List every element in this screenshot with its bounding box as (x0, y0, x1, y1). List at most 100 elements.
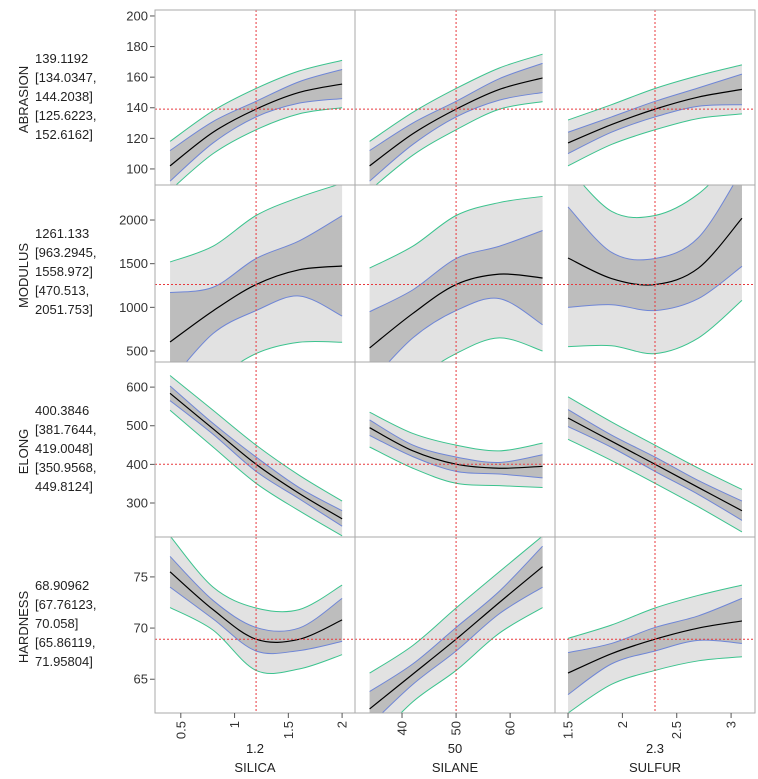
cell (355, 537, 555, 713)
cell (155, 362, 355, 537)
confidence-lower (169, 98, 343, 182)
response-current: 68.90962 (35, 578, 89, 593)
cell (555, 185, 755, 362)
y-tick-label: 1500 (119, 256, 148, 271)
x-tick-label: 60 (503, 721, 518, 735)
cell (155, 185, 355, 362)
confidence-upper (567, 73, 743, 133)
confidence-band (568, 185, 742, 311)
confidence-lower (369, 91, 543, 182)
y-tick-label: 500 (126, 418, 148, 433)
response-name: ABRASION (16, 66, 31, 133)
response-current: 1261.133 (35, 226, 89, 241)
ci-label: 1558.972] (35, 264, 93, 279)
prediction-upper (169, 185, 339, 263)
x-tick-label: 50 (449, 721, 464, 735)
prediction-lower (375, 101, 543, 185)
factor-name: SILANE (432, 760, 479, 775)
pi-label: 2051.753] (35, 302, 93, 317)
pi-label: 152.6162] (35, 127, 93, 142)
pi-label: [350.9568, (35, 460, 96, 475)
cell (355, 362, 555, 537)
cell-frame (554, 536, 756, 714)
prediction-lower (175, 107, 343, 185)
y-tick-label: 600 (126, 380, 148, 395)
y-tick-label: 120 (126, 131, 148, 146)
x-tick-label: 1.5 (281, 721, 296, 739)
prediction-upper (567, 64, 743, 121)
cell (555, 10, 755, 185)
x-tick-label: 0.5 (173, 721, 188, 739)
factor-current: 50 (448, 741, 462, 756)
cell (555, 362, 755, 537)
cell (155, 537, 355, 713)
ci-label: 70.058] (35, 616, 78, 631)
confidence-upper (169, 385, 343, 512)
confidence-band (170, 215, 343, 362)
ci-label: [134.0347, (35, 70, 96, 85)
cell (555, 537, 755, 713)
confidence-upper (369, 419, 543, 463)
y-tick-label: 180 (126, 39, 148, 54)
confidence-band (170, 69, 343, 182)
factor-name: SILICA (234, 760, 276, 775)
confidence-upper (169, 556, 343, 632)
confidence-band (568, 74, 742, 154)
y-tick-label: 400 (126, 457, 148, 472)
confidence-band (170, 556, 343, 654)
pi-label: [125.6223, (35, 108, 96, 123)
prediction-upper (369, 53, 543, 142)
response-name: ELONG (16, 429, 31, 475)
y-tick-label: 65 (134, 672, 148, 687)
prediction-upper (169, 59, 343, 142)
y-tick-label: 1000 (119, 300, 148, 315)
confidence-upper (567, 597, 743, 654)
prediction-upper (369, 195, 543, 269)
ci-label: 144.2038] (35, 89, 93, 104)
confidence-band (369, 63, 543, 182)
y-tick-label: 300 (126, 496, 148, 511)
factor-name: SULFUR (629, 760, 681, 775)
x-tick-label: 40 (395, 721, 410, 735)
ci-label: [963.2945, (35, 245, 96, 260)
y-tick-label: 70 (134, 621, 148, 636)
y-tick-label: 160 (126, 70, 148, 85)
cell (355, 185, 555, 362)
prediction-upper (567, 584, 743, 639)
response-name: HARDNESS (16, 591, 31, 664)
pi-label: 449.8124] (35, 479, 93, 494)
confidence-upper (169, 69, 343, 151)
pi-label: [470.513, (35, 283, 89, 298)
cell (355, 10, 555, 185)
cell (155, 10, 355, 185)
prediction-upper (369, 537, 543, 674)
prediction-upper (170, 537, 343, 613)
prediction-upper (567, 396, 743, 490)
prediction-lower (567, 113, 743, 167)
y-tick-label: 200 (126, 8, 148, 23)
factor-current: 1.2 (246, 741, 264, 756)
response-current: 400.3846 (35, 403, 89, 418)
pi-label: [65.86119, (35, 635, 95, 650)
response-name: MODULUS (16, 243, 31, 308)
y-tick-label: 100 (126, 161, 148, 176)
x-tick-label: 3 (724, 721, 739, 728)
y-tick-label: 140 (126, 100, 148, 115)
ci-label: [67.76123, (35, 597, 96, 612)
x-tick-label: 1 (227, 721, 242, 728)
prediction-upper (369, 411, 543, 452)
confidence-upper (567, 409, 743, 502)
pi-label: 71.95804] (35, 654, 93, 669)
confidence-upper (369, 545, 543, 692)
prediction-upper (169, 375, 343, 502)
y-tick-label: 500 (126, 343, 148, 358)
confidence-band (170, 385, 343, 527)
factor-current: 2.3 (646, 741, 664, 756)
x-tick-label: 1.5 (561, 721, 576, 739)
ci-label: [381.7644, (35, 422, 96, 437)
x-tick-label: 2 (335, 721, 350, 728)
x-tick-label: 2.5 (669, 721, 684, 739)
confidence-upper (369, 62, 543, 152)
confidence-band (369, 419, 543, 478)
